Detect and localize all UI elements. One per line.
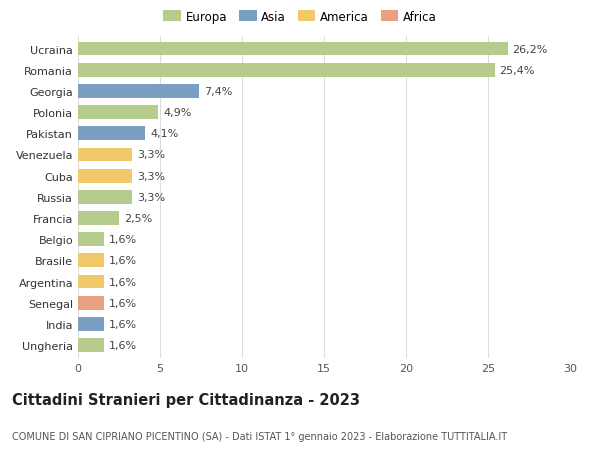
Text: 1,6%: 1,6% bbox=[109, 319, 137, 329]
Bar bbox=[78, 275, 104, 289]
Bar bbox=[78, 233, 104, 246]
Text: 1,6%: 1,6% bbox=[109, 277, 137, 287]
Bar bbox=[78, 43, 508, 56]
Bar bbox=[78, 317, 104, 331]
Text: Cittadini Stranieri per Cittadinanza - 2023: Cittadini Stranieri per Cittadinanza - 2… bbox=[12, 392, 360, 408]
Bar bbox=[78, 338, 104, 352]
Bar bbox=[78, 64, 494, 78]
Text: 4,9%: 4,9% bbox=[163, 108, 191, 118]
Bar bbox=[78, 212, 119, 225]
Text: 7,4%: 7,4% bbox=[204, 87, 233, 97]
Bar bbox=[78, 254, 104, 268]
Bar bbox=[78, 85, 199, 99]
Text: 1,6%: 1,6% bbox=[109, 235, 137, 245]
Text: 25,4%: 25,4% bbox=[499, 66, 535, 76]
Text: 1,6%: 1,6% bbox=[109, 298, 137, 308]
Text: 1,6%: 1,6% bbox=[109, 256, 137, 266]
Text: 3,3%: 3,3% bbox=[137, 192, 165, 202]
Text: 3,3%: 3,3% bbox=[137, 171, 165, 181]
Text: 3,3%: 3,3% bbox=[137, 150, 165, 160]
Legend: Europa, Asia, America, Africa: Europa, Asia, America, Africa bbox=[158, 6, 442, 28]
Text: 1,6%: 1,6% bbox=[109, 340, 137, 350]
Text: 4,1%: 4,1% bbox=[150, 129, 178, 139]
Text: 26,2%: 26,2% bbox=[512, 45, 548, 55]
Bar bbox=[78, 127, 145, 141]
Bar bbox=[78, 148, 132, 162]
Text: COMUNE DI SAN CIPRIANO PICENTINO (SA) - Dati ISTAT 1° gennaio 2023 - Elaborazion: COMUNE DI SAN CIPRIANO PICENTINO (SA) - … bbox=[12, 431, 507, 442]
Bar bbox=[78, 190, 132, 204]
Bar bbox=[78, 169, 132, 183]
Bar bbox=[78, 296, 104, 310]
Text: 2,5%: 2,5% bbox=[124, 213, 152, 224]
Bar bbox=[78, 106, 158, 120]
